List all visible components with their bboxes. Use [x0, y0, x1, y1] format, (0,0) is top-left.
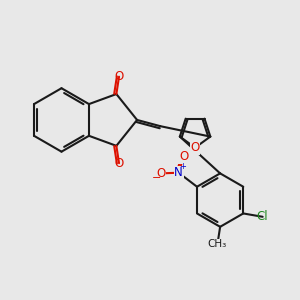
- Text: O: O: [114, 157, 124, 170]
- Text: O: O: [179, 150, 188, 163]
- Text: O: O: [190, 141, 200, 154]
- Text: CH₃: CH₃: [208, 239, 227, 249]
- Text: Cl: Cl: [257, 210, 268, 223]
- Text: +: +: [179, 162, 186, 171]
- Text: −: −: [152, 173, 162, 183]
- Text: O: O: [157, 167, 166, 180]
- Text: O: O: [114, 70, 124, 83]
- Text: N: N: [174, 166, 183, 179]
